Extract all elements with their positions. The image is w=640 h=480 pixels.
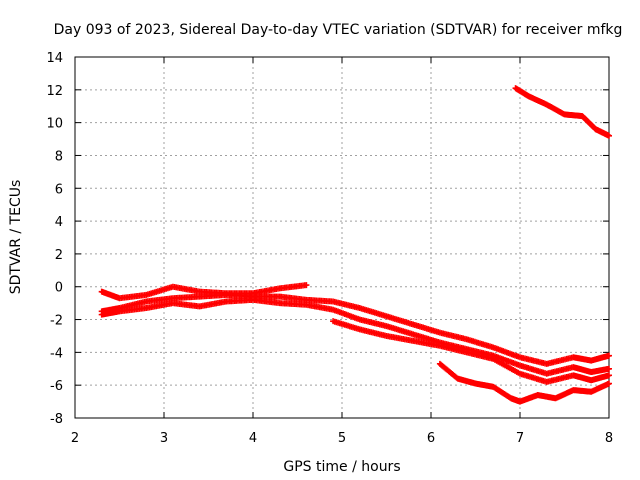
chart-title: Day 093 of 2023, Sidereal Day-to-day VTE… — [54, 22, 623, 38]
series-track-e — [436, 360, 612, 405]
y-tick-label: -6 — [50, 379, 63, 394]
x-tick-label: 6 — [427, 431, 435, 446]
series-track-f — [512, 85, 612, 139]
x-tick-label: 7 — [516, 431, 524, 446]
data-point — [303, 282, 310, 289]
data-point — [606, 132, 612, 139]
y-tick-label: 4 — [55, 215, 63, 230]
x-tick-label: 5 — [338, 431, 346, 446]
y-tick-label: 2 — [55, 248, 63, 263]
series-track-b — [98, 291, 612, 367]
y-tick-label: -4 — [50, 346, 63, 361]
x-tick-label: 2 — [71, 431, 79, 446]
y-tick-label: 14 — [46, 51, 63, 66]
x-tick-label: 4 — [249, 431, 257, 446]
axes — [74, 56, 610, 419]
series-track-d — [330, 318, 612, 385]
data-point — [606, 372, 612, 379]
y-tick-label: -8 — [50, 412, 63, 427]
y-tick-label: 0 — [55, 281, 63, 296]
y-tick-label: -2 — [50, 314, 63, 329]
y-axis-label: SDTVAR / TECUs — [8, 180, 24, 295]
y-tick-label: 10 — [46, 117, 63, 132]
data-point — [606, 365, 612, 372]
series-track-c — [98, 296, 612, 377]
grid-lines — [75, 57, 609, 418]
data-points — [98, 85, 612, 405]
data-point — [606, 352, 612, 359]
data-point — [606, 380, 612, 387]
y-tick-label: 12 — [46, 84, 63, 99]
y-tick-label: 8 — [55, 149, 63, 164]
x-axis-label: GPS time / hours — [283, 459, 400, 475]
x-tick-label: 3 — [160, 431, 168, 446]
x-tick-label: 8 — [605, 431, 613, 446]
plot-frame — [74, 56, 610, 419]
tick-labels: 2 3 4 5 6 7 8 -8 -6 -4 -2 0 2 4 6 8 10 12 14 — [46, 51, 613, 446]
y-tick-label: 6 — [55, 182, 63, 197]
